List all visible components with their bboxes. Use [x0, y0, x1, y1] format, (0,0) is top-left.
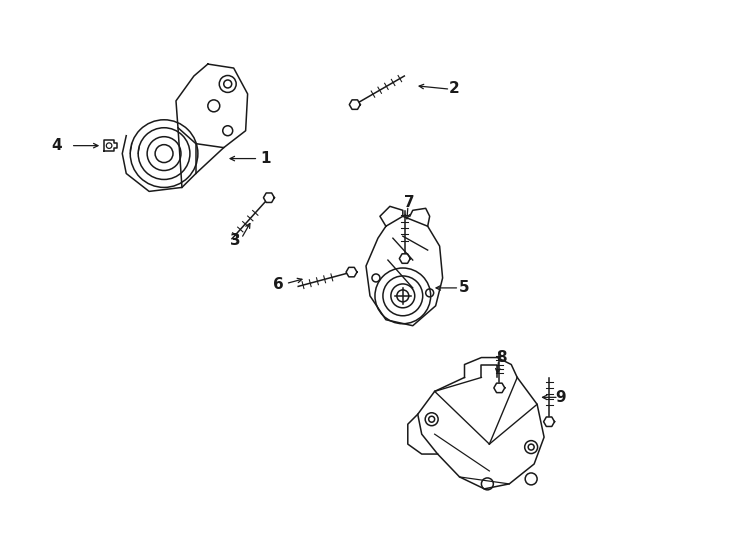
Text: 2: 2	[449, 82, 460, 97]
Text: 9: 9	[556, 390, 567, 405]
Text: 5: 5	[459, 280, 470, 295]
FancyArrowPatch shape	[436, 286, 457, 290]
FancyArrowPatch shape	[230, 157, 255, 161]
FancyArrowPatch shape	[243, 224, 250, 236]
FancyArrowPatch shape	[288, 278, 302, 283]
Text: 3: 3	[230, 233, 241, 248]
FancyArrowPatch shape	[405, 208, 410, 219]
Text: 1: 1	[261, 151, 271, 166]
FancyArrowPatch shape	[73, 144, 98, 148]
FancyArrowPatch shape	[419, 84, 448, 89]
Text: 7: 7	[404, 195, 415, 210]
Text: 4: 4	[51, 138, 62, 153]
FancyArrowPatch shape	[542, 395, 556, 400]
Text: 8: 8	[496, 350, 506, 365]
Text: 6: 6	[273, 278, 284, 293]
FancyArrowPatch shape	[495, 362, 500, 373]
